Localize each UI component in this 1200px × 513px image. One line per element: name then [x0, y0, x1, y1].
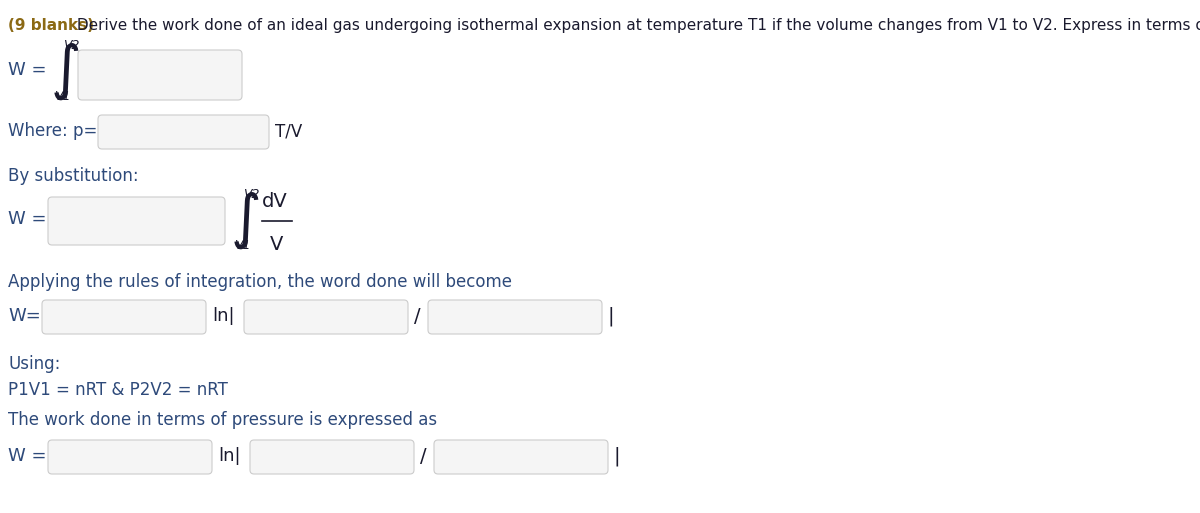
Text: ln|: ln|	[218, 447, 240, 465]
FancyBboxPatch shape	[250, 440, 414, 474]
Text: The work done in terms of pressure is expressed as: The work done in terms of pressure is ex…	[8, 411, 437, 429]
Text: V: V	[270, 235, 283, 254]
Text: V1: V1	[54, 90, 71, 103]
Text: W =: W =	[8, 447, 47, 465]
Text: Where: p=: Where: p=	[8, 122, 97, 140]
FancyBboxPatch shape	[78, 50, 242, 100]
Text: V2: V2	[64, 39, 79, 52]
Text: Derive the work done of an ideal gas undergoing isothermal expansion at temperat: Derive the work done of an ideal gas und…	[72, 18, 1200, 33]
Text: Applying the rules of integration, the word done will become: Applying the rules of integration, the w…	[8, 273, 512, 291]
Text: By substitution:: By substitution:	[8, 167, 139, 185]
Text: ln|: ln|	[212, 307, 234, 325]
Text: W =: W =	[8, 210, 47, 228]
Text: $\int$: $\int$	[230, 191, 259, 251]
Text: Using:: Using:	[8, 355, 60, 373]
Text: $\int$: $\int$	[50, 42, 79, 103]
FancyBboxPatch shape	[42, 300, 206, 334]
Text: |: |	[608, 306, 614, 326]
Text: V1: V1	[234, 239, 251, 252]
Text: /: /	[420, 446, 427, 465]
Text: dV: dV	[262, 192, 288, 211]
Text: V2: V2	[242, 188, 259, 201]
FancyBboxPatch shape	[98, 115, 269, 149]
Text: |: |	[614, 446, 620, 466]
FancyBboxPatch shape	[434, 440, 608, 474]
FancyBboxPatch shape	[428, 300, 602, 334]
Text: (9 blanks): (9 blanks)	[8, 18, 94, 33]
Text: P1V1 = nRT & P2V2 = nRT: P1V1 = nRT & P2V2 = nRT	[8, 381, 228, 399]
Text: W=: W=	[8, 307, 41, 325]
Text: /: /	[414, 306, 421, 326]
Text: W =: W =	[8, 61, 47, 79]
FancyBboxPatch shape	[48, 197, 226, 245]
Text: T/V: T/V	[275, 122, 302, 140]
FancyBboxPatch shape	[48, 440, 212, 474]
FancyBboxPatch shape	[244, 300, 408, 334]
